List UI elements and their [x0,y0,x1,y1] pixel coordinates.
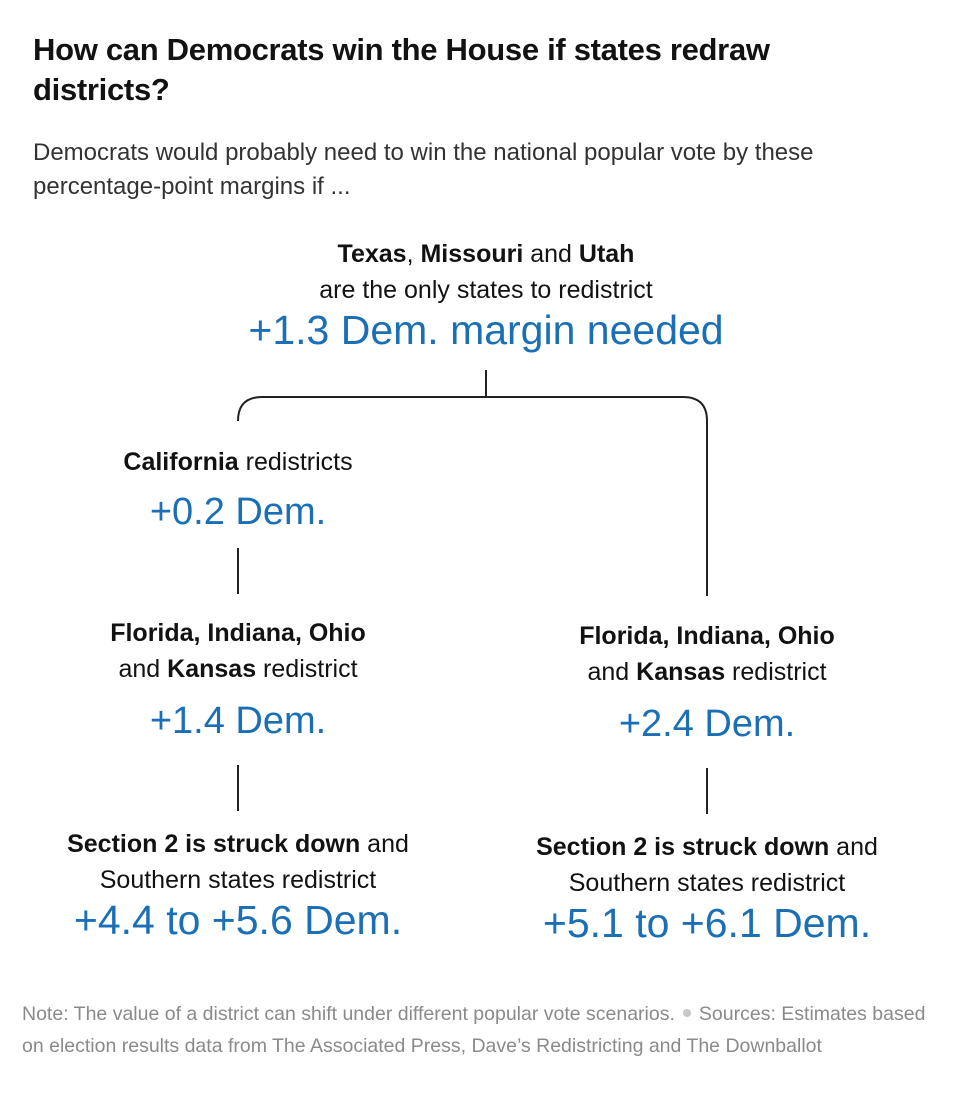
state-california: California [123,448,239,476]
root-condition-line2: are the only states to redistrict [319,276,653,304]
right-section2-margin-value: +5.1 to +6.1 Dem. [542,900,872,946]
root-node: Texas, Missouri and Utah are the only st… [186,236,786,355]
california-node: California redistricts +0.2 Dem. [38,444,438,536]
state-missouri: Missouri [420,240,524,268]
left-florida-node: Florida, Indiana, Ohio and Kansas redist… [38,615,438,745]
footnote: Note: The value of a district can shift … [22,998,942,1062]
state-utah: Utah [578,240,635,268]
subtitle: Democrats would probably need to win the… [33,139,814,200]
california-margin-value: +0.2 Dem. [149,491,327,533]
left-florida-margin-value: +1.4 Dem. [149,700,327,742]
page-title: How can Democrats win the House if state… [33,32,770,107]
right-florida-margin-value: +2.4 Dem. [618,703,796,745]
branch-bracket [237,396,708,422]
root-margin-value: +1.3 Dem. margin needed [248,307,724,353]
note-text: Note: The value of a district can shift … [22,1003,675,1025]
root-condition: Texas, Missouri and Utah [337,240,635,268]
left-section2-node: Section 2 is struck down and Southern st… [18,826,458,945]
separator-dot-icon [682,1009,691,1018]
sources-text: Sources: Estimates based on election res… [22,1003,926,1057]
left-section2-margin-value: +4.4 to +5.6 Dem. [73,897,403,943]
state-texas: Texas [337,240,407,268]
right-section2-node: Section 2 is struck down and Southern st… [487,829,927,948]
right-florida-node: Florida, Indiana, Ohio and Kansas redist… [507,618,907,748]
